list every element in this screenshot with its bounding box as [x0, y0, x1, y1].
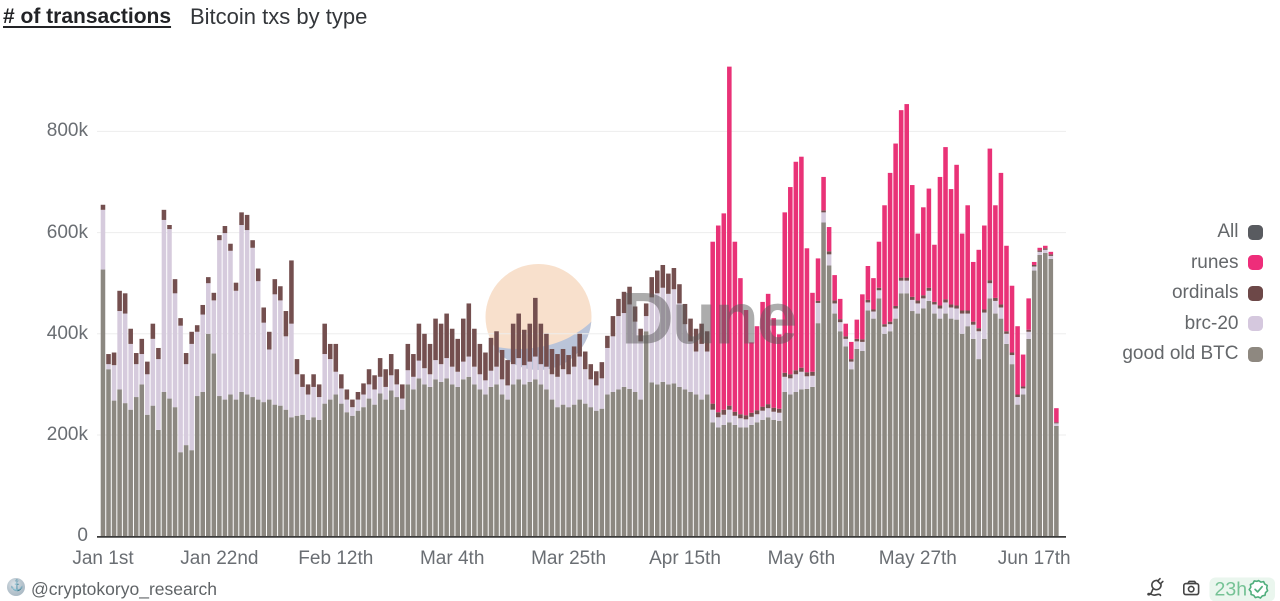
svg-text:23h: 23h	[1215, 579, 1248, 601]
svg-text:Dune: Dune	[621, 279, 796, 360]
